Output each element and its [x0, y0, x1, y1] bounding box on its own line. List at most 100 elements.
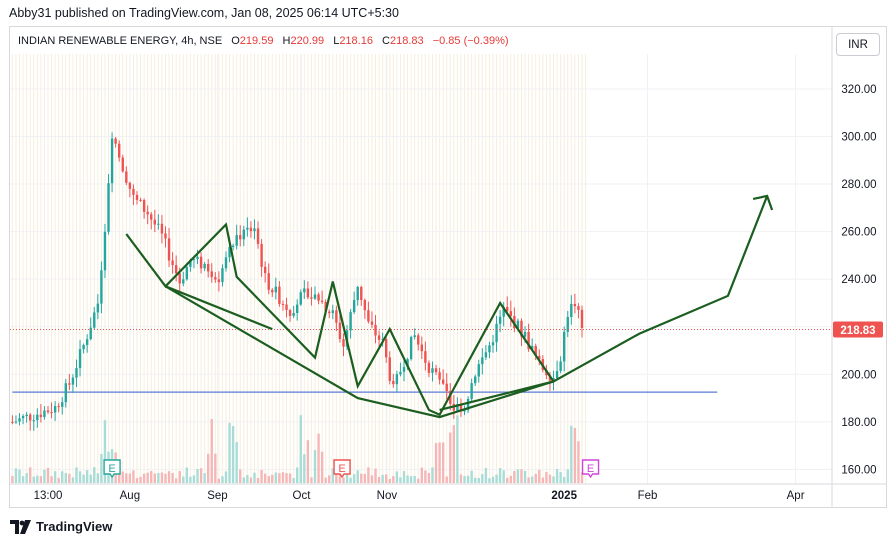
volume-bar	[260, 469, 263, 483]
volume-bar	[406, 475, 409, 483]
volume-bar	[61, 471, 64, 483]
y-tick-label: 240.00	[841, 274, 876, 286]
volume-bar	[281, 472, 285, 483]
volume-bar	[445, 476, 448, 483]
session-stripes	[11, 54, 587, 484]
candle-body	[367, 310, 370, 322]
volume-bar	[214, 453, 217, 483]
volume-bar	[96, 473, 100, 483]
open-label: O	[231, 35, 240, 47]
currency-button[interactable]: INR	[836, 33, 880, 56]
volume-bar	[167, 471, 171, 483]
candle-body	[278, 286, 281, 304]
volume-bar	[68, 473, 71, 483]
volume-bar	[36, 475, 39, 483]
volume-bar	[385, 474, 388, 483]
volume-bar	[516, 469, 520, 483]
candle-body	[263, 266, 267, 274]
candle-body	[207, 263, 210, 272]
candle-body	[530, 346, 534, 350]
candle-body	[53, 406, 57, 413]
candle-body	[559, 361, 562, 372]
volume-bar	[132, 470, 135, 483]
candle-body	[495, 323, 498, 343]
candle-body	[18, 418, 21, 422]
volume-bar	[555, 469, 559, 483]
candle-body	[271, 289, 274, 293]
candle-body	[466, 398, 470, 411]
volume-bar	[559, 472, 562, 483]
candle-body	[538, 355, 541, 360]
volume-bar	[46, 467, 50, 483]
volume-bar	[43, 469, 46, 483]
candle-body	[402, 366, 406, 372]
volume-bar	[121, 471, 124, 483]
candle-body	[214, 277, 217, 280]
candle-body	[174, 265, 178, 274]
candle-body	[427, 362, 431, 373]
volume-bar	[29, 467, 32, 483]
tradingview-brand[interactable]: TradingView	[10, 519, 112, 534]
candle-body	[78, 349, 82, 369]
candle-body	[25, 414, 28, 417]
candle-body	[573, 303, 577, 307]
pattern-drawing	[125, 194, 774, 419]
change-value: −0.85 (−0.39%)	[432, 35, 509, 47]
volume-bar	[563, 476, 566, 483]
x-tick-label: Oct	[293, 490, 312, 502]
brand-label: TradingView	[36, 519, 113, 534]
candle-body	[125, 171, 128, 183]
volume-bar	[239, 469, 242, 483]
candle-body	[306, 288, 310, 298]
volume-bar	[570, 425, 573, 483]
low-value: 218.16	[339, 35, 373, 47]
candle-body	[463, 410, 466, 412]
candle-body	[235, 235, 238, 246]
volume-bar	[580, 472, 584, 483]
volume-bars	[11, 415, 584, 483]
volume-bar	[103, 420, 107, 483]
chart-frame	[9, 26, 887, 508]
candle-body	[267, 273, 270, 290]
candle-body	[228, 247, 231, 258]
volume-bar	[210, 418, 213, 483]
volume-bar	[178, 471, 181, 483]
x-tick-label: Nov	[377, 490, 398, 502]
candle-body	[320, 300, 324, 302]
volume-bar	[128, 473, 132, 483]
candle-body	[395, 374, 399, 385]
candle-body	[516, 320, 520, 329]
volume-bar	[217, 478, 221, 483]
candle-body	[534, 346, 537, 356]
candle-body	[552, 378, 555, 381]
low-label: L	[333, 35, 340, 47]
volume-bar	[395, 471, 399, 483]
candle-body	[502, 306, 505, 317]
candle-body	[580, 309, 584, 328]
volume-bar	[506, 477, 509, 483]
candle-body	[406, 359, 409, 367]
volume-bar	[399, 477, 402, 483]
volume-bar	[538, 469, 541, 483]
volume-bar	[228, 422, 231, 483]
volume-bar	[231, 426, 235, 483]
volume-bar	[207, 453, 210, 483]
volume-bar	[171, 472, 174, 483]
candle-body	[477, 364, 480, 377]
candles	[11, 132, 584, 431]
volume-bar	[328, 475, 331, 483]
candle-body	[146, 211, 149, 215]
candle-body	[409, 337, 413, 360]
volume-bar	[303, 454, 306, 483]
candle-body	[182, 279, 185, 284]
candle-body	[449, 391, 452, 404]
volume-bar	[150, 471, 153, 483]
volume-bar	[235, 442, 238, 483]
volume-bar	[100, 454, 103, 483]
candle-body	[132, 188, 135, 195]
volume-bar	[367, 467, 370, 483]
volume-bar	[299, 415, 302, 483]
volume-bar	[523, 470, 527, 483]
volume-bar	[441, 442, 445, 483]
